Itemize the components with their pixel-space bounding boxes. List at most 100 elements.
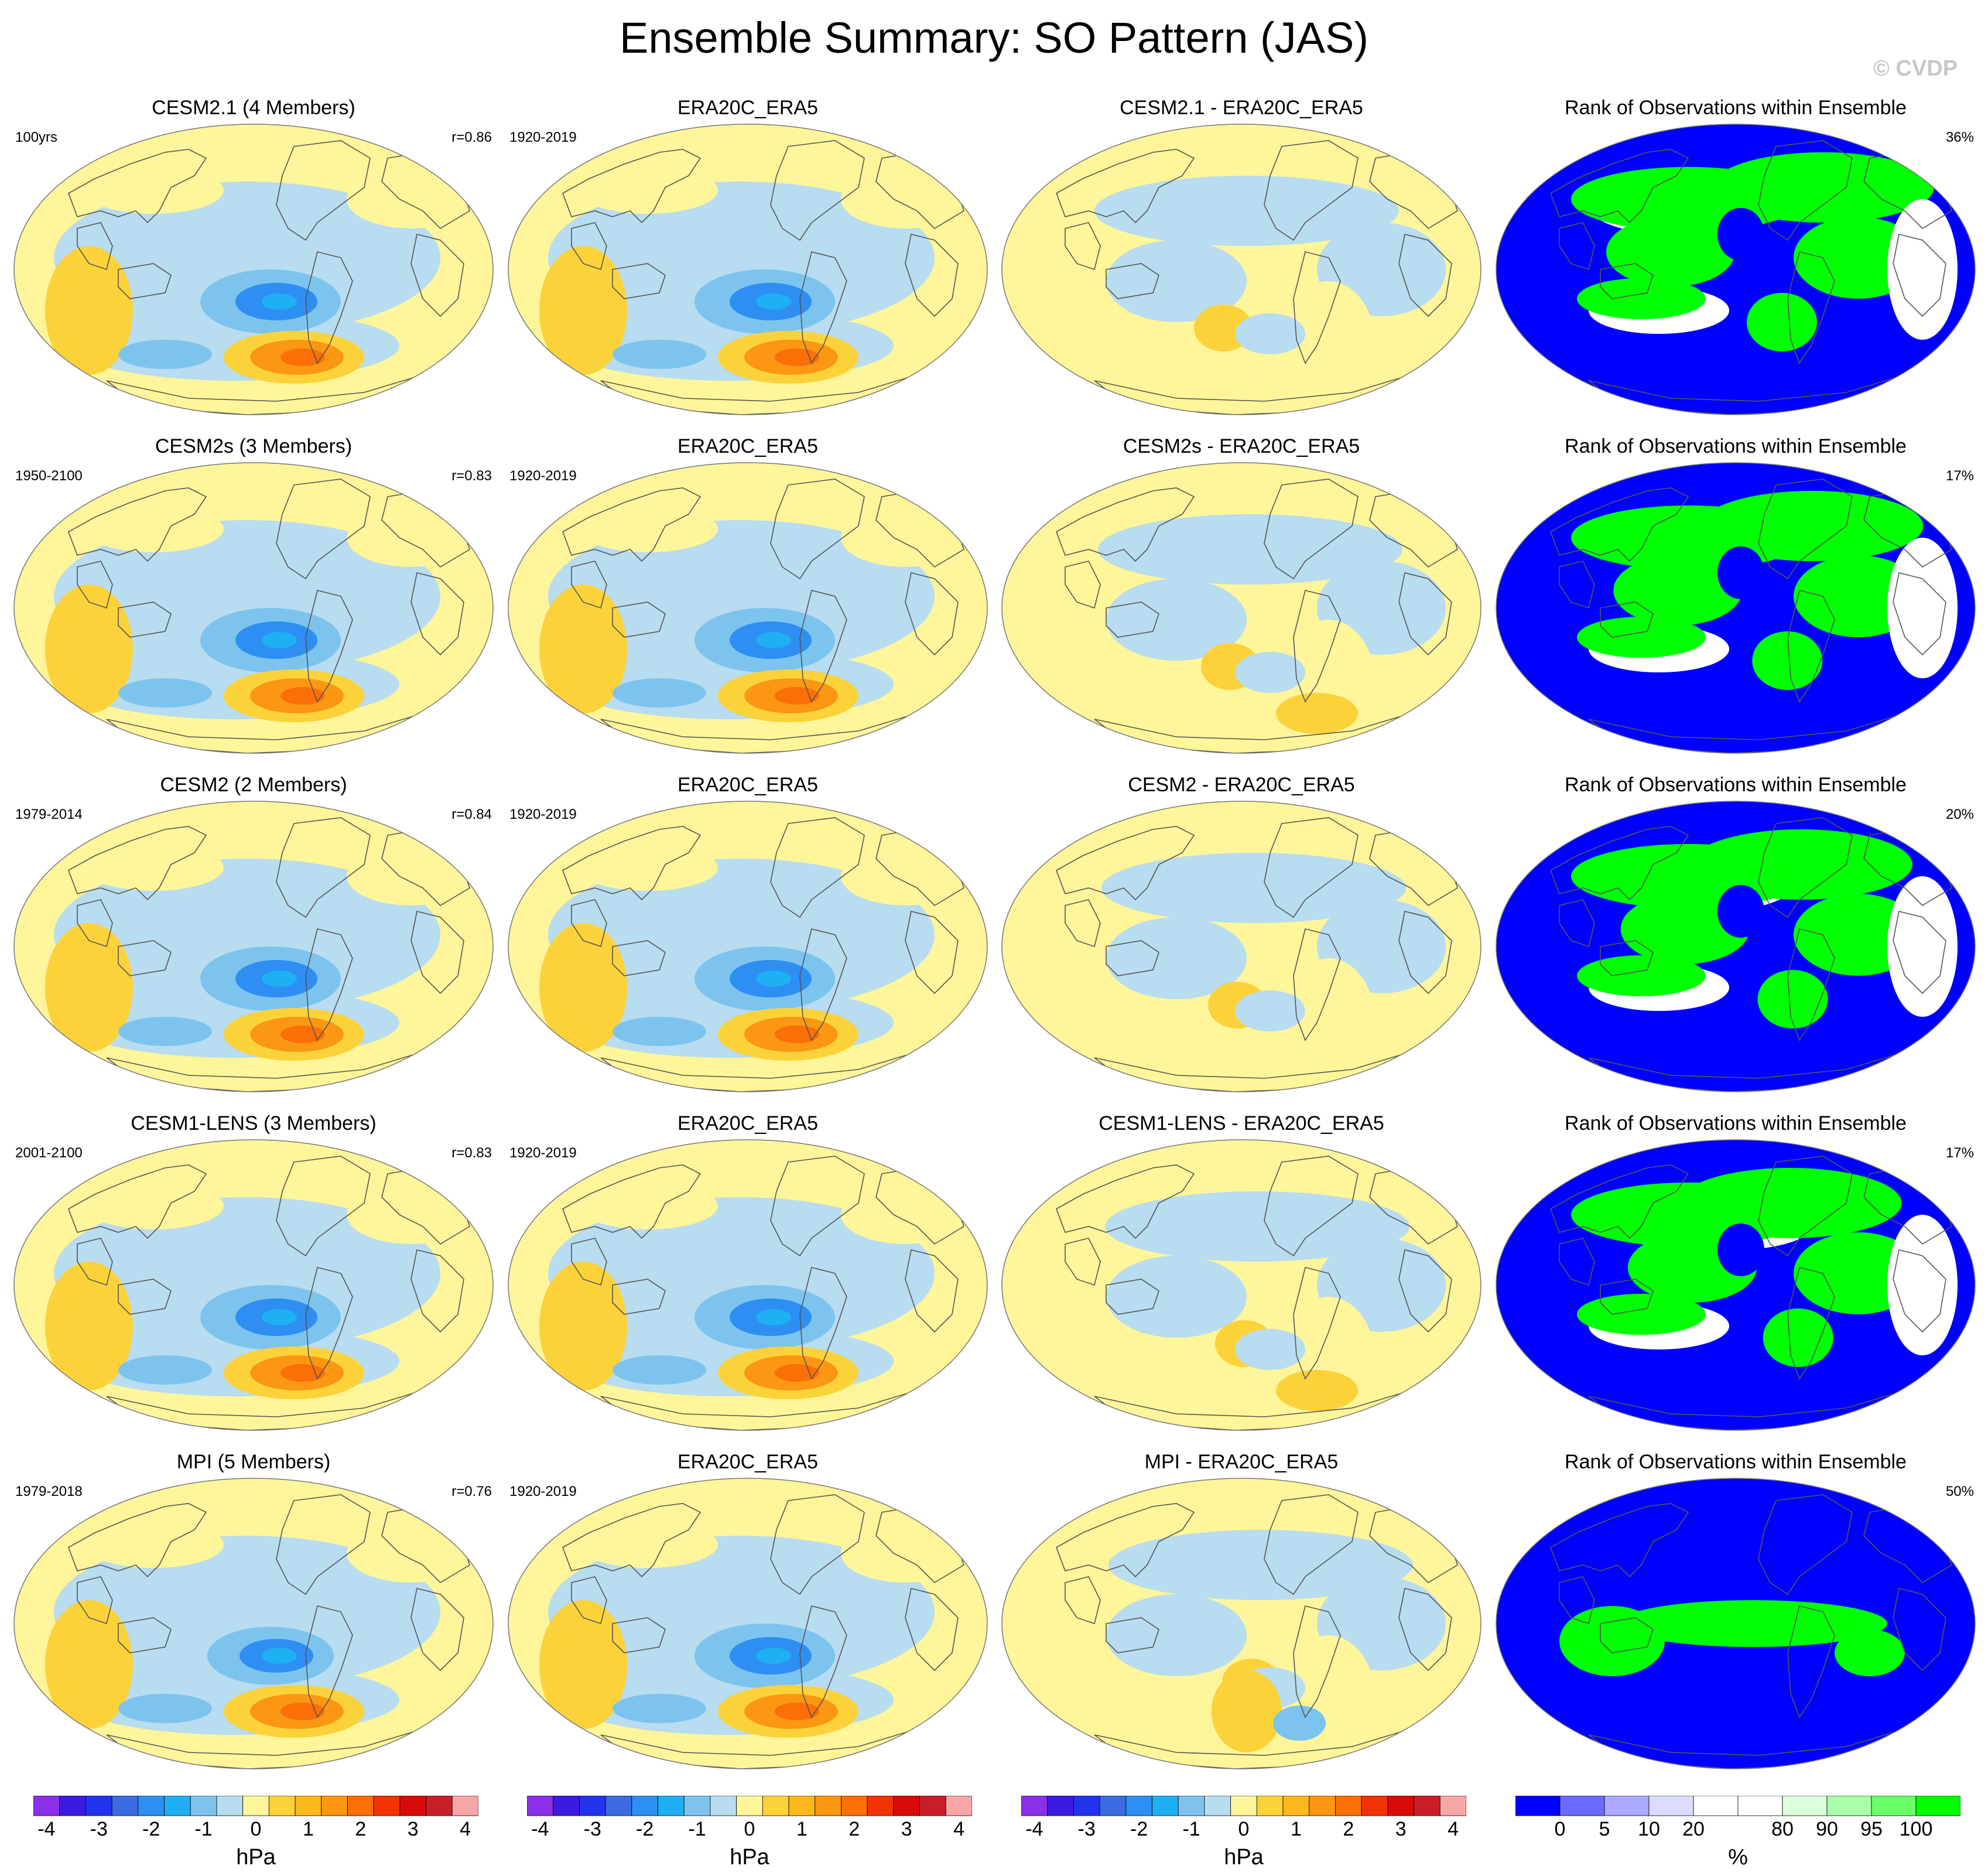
coastline	[1758, 479, 1853, 580]
contour-region	[1577, 1294, 1706, 1335]
colorbar-tick-label: -4	[531, 1818, 549, 1840]
panel-diff-row-3: CESM2 - ERA20C_ERA5	[995, 774, 1488, 1112]
colorbar-box	[527, 1796, 554, 1816]
coastline	[276, 817, 371, 918]
coastline	[276, 140, 371, 241]
colorbar-tick-label: 80	[1771, 1818, 1794, 1840]
panel-rank-percent: 20%	[1945, 807, 1974, 822]
pattern-map	[13, 124, 494, 415]
contour-region	[1094, 176, 1399, 246]
colorbar-tick-label: 95	[1860, 1818, 1883, 1840]
map-border	[1496, 124, 1976, 415]
colorbar-box	[762, 1796, 789, 1816]
coastline	[1787, 590, 1835, 703]
coastline	[1056, 1164, 1195, 1239]
colorbar-box	[1559, 1796, 1605, 1816]
colorbar-tick-label: -4	[1025, 1818, 1043, 1840]
colorbar-tick-label: 1	[1291, 1818, 1302, 1840]
coastline	[562, 826, 702, 901]
map-border	[1001, 1478, 1481, 1769]
colorbar-box	[1125, 1796, 1152, 1816]
coastline	[1550, 826, 1689, 901]
contour-region	[539, 1262, 627, 1390]
coastline	[1056, 487, 1195, 562]
contour-region	[1559, 1606, 1665, 1676]
contour-region	[280, 1364, 325, 1382]
contour-region	[262, 293, 297, 310]
contour-region	[1276, 1370, 1358, 1411]
panel-title: MPI (5 Members)	[176, 1451, 331, 1473]
contour-region	[756, 293, 791, 310]
coastline	[1559, 1238, 1595, 1286]
panel-correlation: r=0.86	[451, 129, 492, 145]
coastline	[1293, 928, 1341, 1041]
coastline	[1106, 1279, 1159, 1315]
panel-obs-row-5: ERA20C_ERA5 1920-2019	[501, 1451, 994, 1789]
coastline	[571, 899, 607, 948]
panel-period-label: 1920-2019	[509, 468, 577, 484]
coastline	[1065, 899, 1101, 948]
contour-region	[577, 167, 718, 214]
panel-rank-percent: 17%	[1945, 468, 1974, 484]
coastline	[799, 928, 847, 1041]
contour-region	[1106, 579, 1247, 661]
colorbar-model: -4 -3 -2 -1 0 1 2 3 4 hPa	[33, 1796, 478, 1870]
panel-title: Rank of Observations within Ensemble	[1565, 1112, 1907, 1135]
coastline	[276, 479, 371, 580]
contour-region	[1101, 853, 1406, 923]
contour-region	[118, 678, 212, 708]
panel-title: Rank of Observations within Ensemble	[1565, 1451, 1907, 1473]
contour-region	[347, 1524, 475, 1583]
panel-title: ERA20C_ERA5	[677, 774, 818, 796]
colorbar-box	[1648, 1796, 1694, 1816]
coastline	[1398, 911, 1452, 995]
coastline	[1600, 1617, 1654, 1653]
colorbar-box	[1309, 1796, 1336, 1816]
coastline	[410, 572, 464, 656]
map-border	[1496, 1478, 1976, 1769]
coastline	[1398, 1588, 1452, 1672]
panel-period-label: 1950-2100	[15, 468, 83, 484]
coastline	[1787, 1605, 1835, 1718]
colorbar-box	[1256, 1796, 1284, 1816]
figure-title: Ensemble Summary: SO Pattern (JAS)	[620, 13, 1368, 62]
contour-region	[775, 1364, 819, 1382]
map-border	[508, 462, 988, 754]
colorbar-box	[164, 1796, 191, 1816]
map-border	[1001, 124, 1481, 415]
pattern-map	[1001, 801, 1481, 1092]
map-border	[508, 1478, 988, 1769]
colorbar-box	[605, 1796, 632, 1816]
panel-rank-percent: 17%	[1945, 1145, 1974, 1161]
coastline	[1106, 940, 1159, 976]
contour-region	[1235, 652, 1305, 693]
colorbar-box	[919, 1796, 946, 1816]
panel-period-label: 1979-2018	[15, 1484, 83, 1499]
colorbar-tick-label: 3	[408, 1818, 419, 1840]
panel-rank-row-4: Rank of Observations within Ensemble 17%	[1489, 1112, 1982, 1451]
colorbar-tick-label: -1	[688, 1818, 706, 1840]
coastline	[118, 1617, 172, 1653]
coastline	[68, 826, 207, 901]
map-border	[1496, 801, 1976, 1092]
panel-rank-row-3: Rank of Observations within Ensemble 20%	[1489, 774, 1982, 1112]
pattern-map	[508, 462, 988, 754]
coastline	[305, 251, 353, 364]
contour-region	[118, 1355, 212, 1385]
colorbar-box	[1737, 1796, 1783, 1816]
panel-period-label: 1979-2014	[15, 807, 83, 822]
contour-region	[262, 1309, 297, 1325]
coastline	[612, 263, 666, 299]
contour-region	[1613, 555, 1743, 626]
coastline	[68, 149, 207, 224]
coastline	[276, 1156, 371, 1257]
contour-region	[539, 246, 627, 375]
contour-region	[1106, 917, 1247, 999]
contour-region	[262, 1648, 297, 1664]
coastline	[1758, 1156, 1853, 1257]
coastline	[77, 561, 113, 609]
contour-region	[1606, 217, 1735, 287]
colorbar-box	[788, 1796, 816, 1816]
panel-title: Rank of Observations within Ensemble	[1565, 435, 1907, 457]
contour-region	[1757, 970, 1828, 1028]
